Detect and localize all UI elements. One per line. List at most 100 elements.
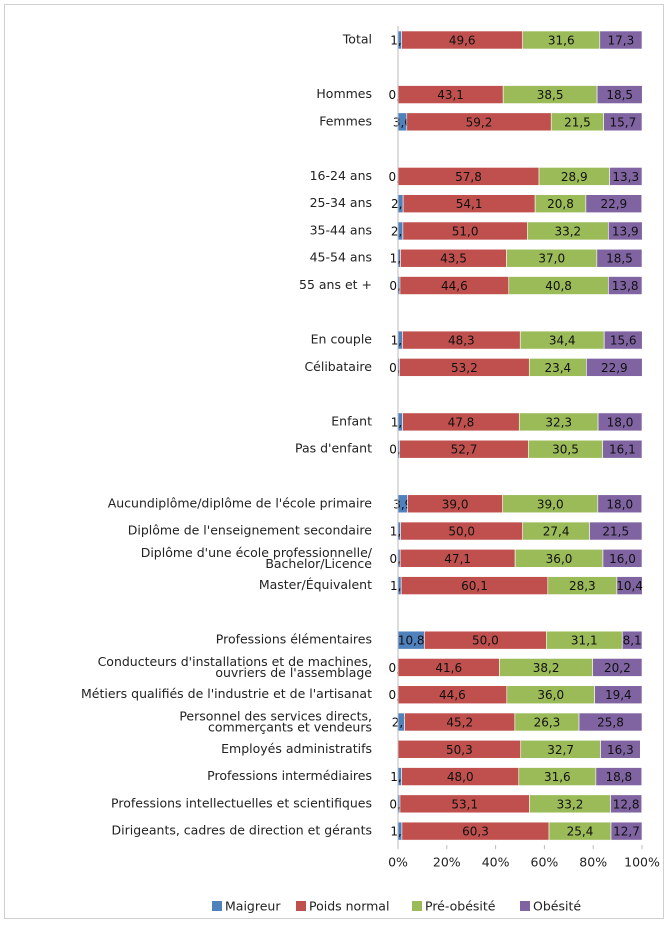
value-label: 43,1	[437, 88, 464, 102]
category-label: Personnel des services directs, commerçan…	[179, 708, 372, 734]
category-label: Professions intellectuelles et scientifi…	[111, 795, 372, 810]
value-label: 40,8	[545, 279, 572, 293]
value-label: 49,6	[449, 34, 476, 48]
value-label: 16,3	[607, 743, 634, 757]
category-label: Employés administratifs	[221, 741, 372, 756]
category-label: Métiers qualifiés de l'industrie et de l…	[81, 686, 372, 701]
value-label: 33,2	[557, 797, 584, 811]
value-label: 41,6	[435, 661, 462, 675]
value-label: 47,1	[444, 552, 471, 566]
value-label: 8,1	[623, 634, 642, 648]
value-label: 32,3	[545, 415, 572, 429]
value-label: 13,9	[612, 224, 639, 238]
value-label: 39,0	[442, 497, 469, 511]
bar-segment	[603, 112, 643, 132]
value-label: 57,8	[455, 170, 482, 184]
bar-segment	[578, 712, 643, 732]
value-label: 23,4	[544, 361, 571, 375]
legend-swatch	[520, 901, 530, 911]
bar-segment	[597, 494, 643, 514]
value-label: 22,9	[601, 361, 628, 375]
bar-segment	[608, 221, 643, 241]
value-label: 21,5	[602, 525, 629, 539]
category-label: Professions élémentaires	[216, 632, 372, 647]
value-label: 12,8	[613, 797, 640, 811]
bar-segment	[603, 330, 643, 350]
value-label: 33,2	[554, 224, 581, 238]
legend-label: Poids normal	[309, 899, 389, 914]
bar-segment	[586, 358, 643, 377]
bar-segment	[609, 167, 643, 186]
category-label: Total	[342, 32, 372, 47]
category-label: Célibataire	[304, 359, 372, 374]
value-label: 38,2	[533, 661, 560, 675]
value-label: 15,6	[610, 334, 637, 348]
value-label: 48,3	[448, 334, 475, 348]
value-label: 38,5	[537, 88, 564, 102]
bar-segment	[595, 767, 643, 786]
value-label: 18,5	[606, 88, 633, 102]
value-label: 26,3	[534, 716, 561, 730]
value-label: 60,1	[461, 579, 488, 593]
value-label: 36,0	[546, 552, 573, 566]
value-label: 32,7	[547, 743, 574, 757]
value-label: 36,0	[537, 688, 564, 702]
category-label: 35-44 ans	[310, 222, 372, 237]
bar-segment	[616, 576, 643, 595]
value-label: 18,5	[606, 252, 633, 266]
value-label: 22,9	[600, 197, 627, 211]
value-label: 25,4	[567, 825, 594, 839]
value-label: 13,3	[612, 170, 639, 184]
x-tick-label: 20%	[433, 855, 461, 870]
category-label: Femmes	[319, 113, 372, 128]
bar-segment	[596, 248, 643, 268]
value-label: 18,8	[605, 770, 632, 784]
category-label: En couple	[311, 332, 373, 347]
value-label: 53,1	[451, 797, 478, 811]
value-label: 52,7	[451, 443, 478, 457]
x-tick-label: 0%	[388, 855, 408, 870]
value-label: 50,3	[446, 743, 473, 757]
legend-swatch	[412, 901, 422, 911]
legend-label: Pré-obésité	[425, 899, 496, 914]
value-label: 16,1	[609, 443, 636, 457]
category-label: 55 ans et +	[299, 277, 372, 292]
category-label: 25-34 ans	[310, 195, 372, 210]
bar-segment	[592, 658, 643, 677]
category-label: Professions intermédiaires	[207, 768, 372, 783]
chart-border	[4, 4, 664, 919]
category-label: Conducteurs d'installations et de machin…	[98, 653, 373, 679]
legend-label: Maigreur	[225, 899, 281, 914]
value-label: 31,6	[544, 770, 571, 784]
category-label: Dirigeants, cadres de direction et géran…	[112, 823, 372, 838]
value-label: 60,3	[462, 825, 489, 839]
value-label: 12,7	[613, 825, 640, 839]
x-tick-label: 80%	[579, 855, 607, 870]
bar-segment	[602, 549, 643, 568]
value-label: 43,5	[440, 252, 467, 266]
value-label: 18,0	[607, 415, 634, 429]
value-label: 39,0	[537, 497, 564, 511]
bar-segment	[597, 412, 643, 432]
value-label: 27,4	[543, 525, 570, 539]
value-label: 28,9	[561, 170, 588, 184]
value-label: 45,2	[446, 716, 473, 730]
value-label: 10,4	[616, 579, 643, 593]
value-label: 51,0	[452, 224, 479, 238]
value-label: 30,5	[552, 443, 579, 457]
category-label: Master/Équivalent	[259, 577, 372, 592]
category-label: 16-24 ans	[310, 168, 372, 183]
value-label: 50,0	[448, 525, 475, 539]
value-label: 44,6	[439, 688, 466, 702]
bar-segment	[589, 521, 643, 541]
value-label: 31,6	[548, 34, 575, 48]
legend-label: Obésité	[533, 899, 581, 914]
bar-segment	[594, 685, 643, 705]
bar-segment	[596, 85, 643, 104]
value-label: 34,4	[549, 334, 576, 348]
legend-swatch	[296, 901, 306, 911]
value-label: 17,3	[608, 34, 635, 48]
legend-swatch	[212, 901, 222, 911]
category-label: Diplôme d'une école professionnelle/Bach…	[141, 544, 373, 570]
